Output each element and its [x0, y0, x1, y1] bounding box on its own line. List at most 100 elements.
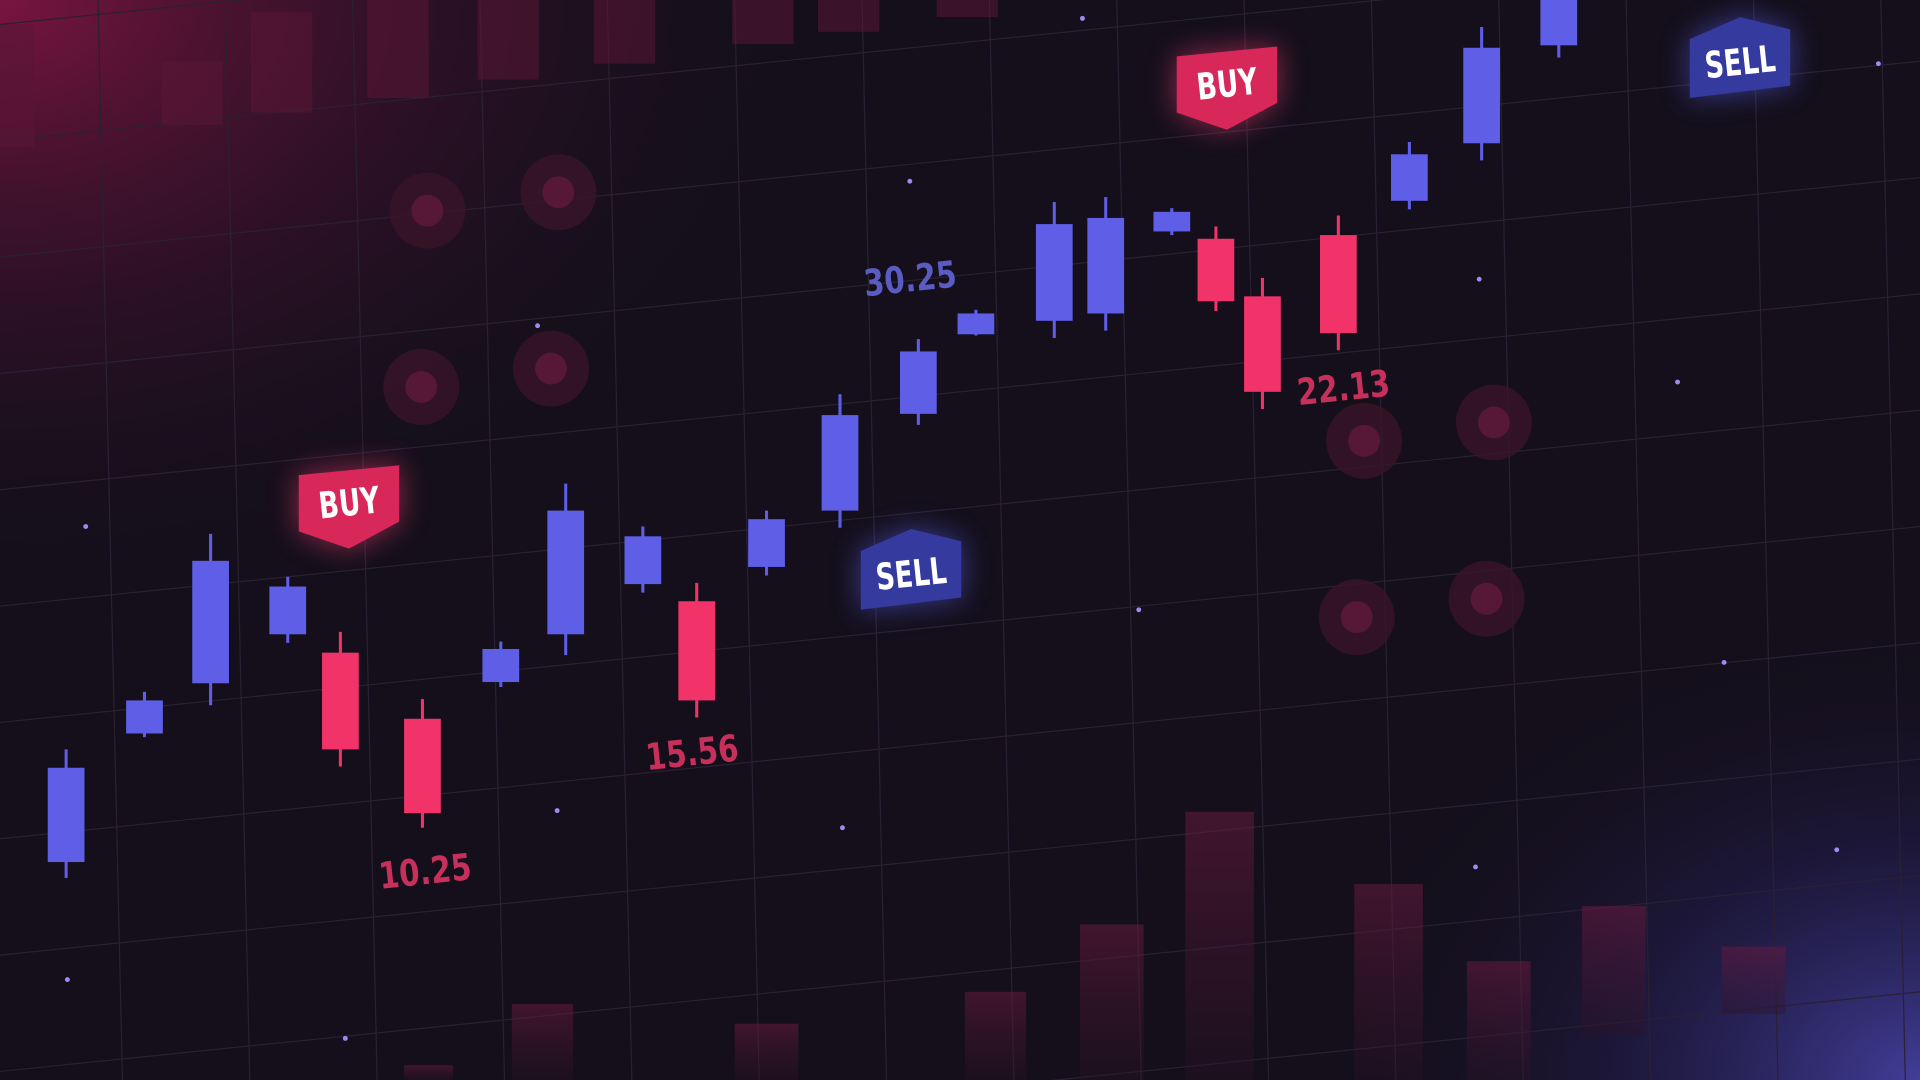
star	[1080, 15, 1085, 21]
grid-line	[606, 0, 633, 1080]
volume-bar	[1080, 924, 1144, 1080]
volume-bar	[817, 0, 880, 32]
candle-body	[1087, 217, 1125, 314]
labels: 30.25 10.25 15.56 22.13	[377, 252, 1392, 897]
grid-line	[0, 409, 1920, 607]
grid-line	[224, 0, 251, 1080]
grid-line	[861, 0, 888, 1080]
volume-bar	[734, 1023, 799, 1080]
candle-body	[1244, 296, 1281, 392]
volume-bar	[477, 0, 539, 80]
candle-body	[1463, 47, 1500, 144]
volume-bar	[1354, 884, 1423, 1080]
volume-bar	[1185, 811, 1254, 1080]
grid-line	[97, 0, 124, 1080]
star	[64, 977, 70, 983]
grid-line	[1243, 0, 1270, 1080]
volume-bar	[367, 0, 429, 98]
candle-body	[748, 519, 785, 567]
candle-body	[404, 718, 441, 814]
tag	[298, 465, 400, 549]
candle-body	[1391, 154, 1428, 201]
tag	[1689, 17, 1791, 98]
tag	[860, 528, 962, 610]
price-label: 30.25	[862, 252, 959, 305]
ring-center	[1348, 424, 1380, 457]
candle-body	[47, 767, 85, 863]
volume-bar	[936, 0, 998, 18]
tag-label: BUY	[1195, 59, 1261, 109]
volume-bar	[0, 24, 35, 147]
candle-body	[126, 700, 163, 734]
volume-bar	[161, 61, 223, 125]
star	[840, 825, 845, 831]
grid-line	[734, 0, 760, 1080]
candle-body	[482, 648, 520, 683]
candle-body	[192, 560, 229, 684]
volume-bar	[1582, 906, 1646, 1035]
candle-body	[678, 601, 716, 701]
signal-tags: BUY BUY SELL SELL	[298, 17, 1791, 610]
star	[554, 808, 560, 814]
grid-line	[0, 525, 1920, 724]
candle-body	[624, 536, 662, 585]
star	[1473, 864, 1478, 870]
grid-line	[1880, 0, 1906, 1080]
star	[83, 524, 89, 529]
star	[1675, 379, 1680, 385]
star	[342, 1035, 348, 1041]
ring-center	[1477, 406, 1510, 439]
star	[535, 323, 540, 329]
volume-bar	[1466, 961, 1531, 1080]
candle-body	[547, 510, 585, 635]
tag-label: SELL	[1703, 37, 1778, 88]
star	[1136, 607, 1142, 613]
candle-body	[1320, 235, 1357, 334]
grid-line	[0, 60, 1920, 258]
volume-bar	[251, 12, 313, 113]
candle-body	[269, 586, 307, 635]
volume-bar	[593, 0, 656, 64]
candle-body	[322, 652, 359, 750]
grid-line	[0, 758, 1920, 956]
price-label: 22.13	[1295, 361, 1392, 414]
volume-bar	[511, 1004, 574, 1080]
ring-center	[405, 371, 438, 403]
candle-body	[1035, 224, 1073, 321]
ring-center	[542, 176, 575, 209]
candle-body	[1153, 211, 1191, 232]
ring-center	[411, 194, 444, 227]
grid-line	[479, 0, 506, 1080]
grid-line	[0, 176, 1920, 375]
price-label: 10.25	[377, 845, 474, 898]
star	[907, 178, 913, 184]
candle-body	[900, 351, 937, 414]
grid-line	[1625, 0, 1652, 1080]
volume-bar	[732, 0, 794, 45]
star	[1834, 847, 1840, 853]
tag-label: SELL	[874, 549, 949, 600]
volume-bar	[1721, 946, 1786, 1014]
grid-line	[988, 0, 1015, 1080]
grid-line	[1498, 0, 1524, 1080]
candle-body	[957, 313, 995, 335]
grid-line	[0, 0, 1387, 142]
star	[1875, 61, 1881, 67]
candle-body	[821, 415, 859, 511]
price-label: 15.56	[644, 726, 741, 779]
tag-label: BUY	[317, 478, 383, 528]
volume-bar	[964, 991, 1027, 1080]
ring-center	[1340, 601, 1373, 634]
grid-line	[1116, 0, 1142, 1080]
volume-bar	[404, 1065, 454, 1080]
grid-line	[0, 642, 1920, 840]
star	[1721, 660, 1727, 665]
ring-center	[1470, 582, 1503, 615]
candle-body	[1197, 238, 1235, 302]
grid-line	[0, 293, 1920, 491]
ring-center	[535, 352, 567, 385]
candle-body	[1540, 0, 1578, 46]
